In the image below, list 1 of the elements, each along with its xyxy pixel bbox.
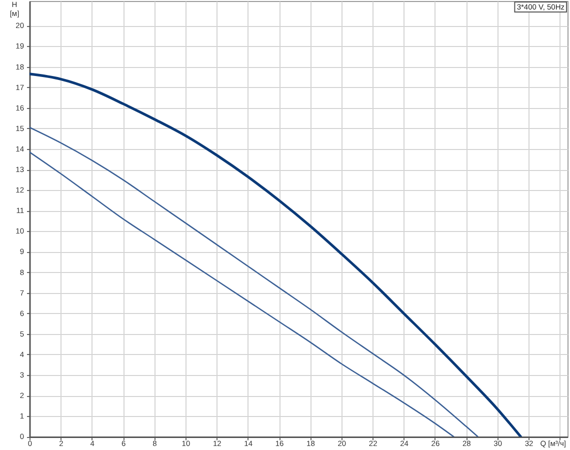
line-series (30, 72, 522, 437)
